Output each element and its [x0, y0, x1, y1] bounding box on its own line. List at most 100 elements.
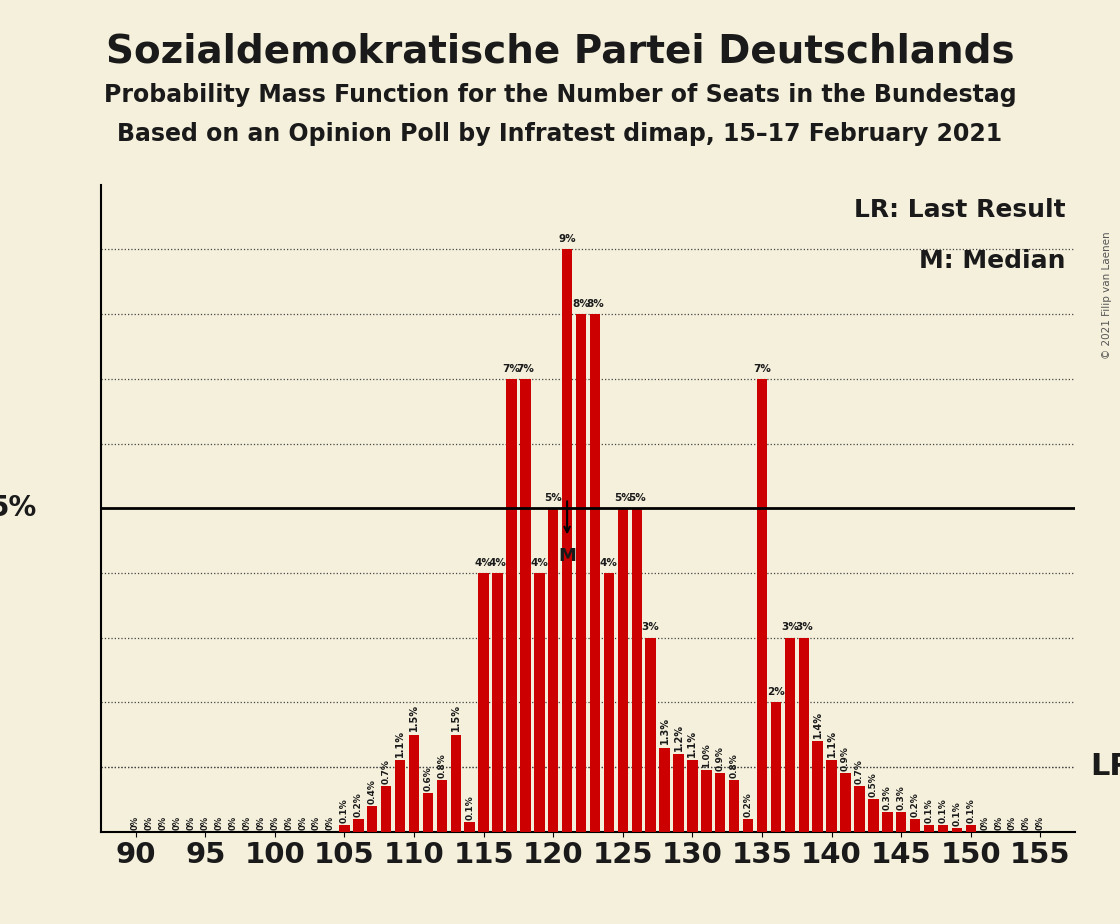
Bar — [799, 638, 809, 832]
Text: 0.4%: 0.4% — [367, 779, 376, 804]
Text: 0.1%: 0.1% — [967, 798, 976, 823]
Bar — [367, 806, 377, 832]
Bar — [395, 760, 405, 832]
Text: Sozialdemokratische Partei Deutschlands: Sozialdemokratische Partei Deutschlands — [105, 32, 1015, 70]
Text: 7%: 7% — [753, 364, 771, 373]
Bar — [896, 812, 906, 832]
Bar — [534, 573, 544, 832]
Text: 0%: 0% — [270, 816, 279, 831]
Bar — [868, 799, 878, 832]
Text: 3%: 3% — [781, 623, 799, 632]
Bar — [562, 249, 572, 832]
Text: 0.7%: 0.7% — [382, 760, 391, 784]
Bar — [437, 780, 447, 832]
Text: Based on an Opinion Poll by Infratest dimap, 15–17 February 2021: Based on an Opinion Poll by Infratest di… — [118, 122, 1002, 146]
Bar — [353, 819, 364, 832]
Text: 0%: 0% — [326, 816, 335, 831]
Text: 0.9%: 0.9% — [841, 747, 850, 772]
Text: 0%: 0% — [256, 816, 265, 831]
Text: 0%: 0% — [200, 816, 209, 831]
Bar — [937, 825, 949, 832]
Text: Probability Mass Function for the Number of Seats in the Bundestag: Probability Mass Function for the Number… — [104, 83, 1016, 107]
Text: 1.5%: 1.5% — [409, 704, 419, 732]
Bar — [520, 379, 531, 832]
Text: 0.7%: 0.7% — [855, 760, 864, 784]
Text: 1.0%: 1.0% — [702, 743, 711, 768]
Bar — [965, 825, 976, 832]
Text: 1.5%: 1.5% — [450, 704, 460, 732]
Text: 0%: 0% — [144, 816, 155, 831]
Text: 0%: 0% — [1021, 816, 1032, 831]
Bar — [952, 828, 962, 832]
Bar — [548, 508, 559, 832]
Text: M: M — [558, 547, 576, 565]
Text: 0.1%: 0.1% — [924, 798, 934, 823]
Text: 0.3%: 0.3% — [883, 785, 892, 810]
Text: 0%: 0% — [995, 816, 1004, 831]
Bar — [855, 786, 865, 832]
Text: 1.1%: 1.1% — [395, 730, 405, 758]
Bar — [645, 638, 656, 832]
Text: 0.9%: 0.9% — [716, 747, 725, 772]
Text: 5%: 5% — [614, 493, 632, 503]
Bar — [604, 573, 614, 832]
Text: 0.1%: 0.1% — [952, 802, 961, 826]
Text: 1.4%: 1.4% — [813, 711, 823, 737]
Text: 0.2%: 0.2% — [911, 792, 920, 817]
Bar — [506, 379, 516, 832]
Text: 0.8%: 0.8% — [437, 753, 447, 778]
Text: 4%: 4% — [475, 558, 493, 567]
Text: 4%: 4% — [531, 558, 548, 567]
Text: 0.2%: 0.2% — [354, 792, 363, 817]
Text: 0%: 0% — [312, 816, 321, 831]
Text: 5%: 5% — [0, 494, 37, 522]
Bar — [673, 754, 683, 832]
Text: 0.3%: 0.3% — [897, 785, 906, 810]
Bar — [576, 314, 586, 832]
Text: 1.1%: 1.1% — [827, 730, 837, 758]
Bar — [757, 379, 767, 832]
Bar — [450, 735, 461, 832]
Bar — [701, 770, 711, 832]
Text: 3%: 3% — [795, 623, 813, 632]
Text: 0%: 0% — [242, 816, 252, 831]
Text: 8%: 8% — [586, 299, 604, 309]
Bar — [729, 780, 739, 832]
Bar — [827, 760, 837, 832]
Bar — [590, 314, 600, 832]
Bar — [812, 741, 823, 832]
Text: 0%: 0% — [131, 816, 140, 831]
Text: 8%: 8% — [572, 299, 590, 309]
Text: 0%: 0% — [172, 816, 181, 831]
Text: 5%: 5% — [544, 493, 562, 503]
Text: 0%: 0% — [187, 816, 196, 831]
Text: 1.1%: 1.1% — [688, 730, 698, 758]
Bar — [688, 760, 698, 832]
Text: 0%: 0% — [1036, 816, 1045, 831]
Text: 4%: 4% — [600, 558, 618, 567]
Text: 0%: 0% — [215, 816, 224, 831]
Bar — [632, 508, 642, 832]
Bar — [422, 793, 433, 832]
Bar — [339, 825, 349, 832]
Text: 7%: 7% — [516, 364, 534, 373]
Text: 0.1%: 0.1% — [939, 798, 948, 823]
Bar — [465, 822, 475, 832]
Text: 9%: 9% — [558, 235, 576, 244]
Bar — [478, 573, 488, 832]
Text: 3%: 3% — [642, 623, 660, 632]
Text: 4%: 4% — [488, 558, 506, 567]
Bar — [924, 825, 934, 832]
Bar — [409, 735, 419, 832]
Text: 0.5%: 0.5% — [869, 772, 878, 797]
Text: LR: Last Result: LR: Last Result — [853, 198, 1065, 222]
Bar — [743, 819, 754, 832]
Text: LR: LR — [1090, 752, 1120, 782]
Text: 0%: 0% — [228, 816, 237, 831]
Bar — [909, 819, 921, 832]
Text: 5%: 5% — [628, 493, 645, 503]
Text: 7%: 7% — [503, 364, 521, 373]
Bar — [771, 702, 781, 832]
Text: 1.3%: 1.3% — [660, 717, 670, 745]
Bar — [785, 638, 795, 832]
